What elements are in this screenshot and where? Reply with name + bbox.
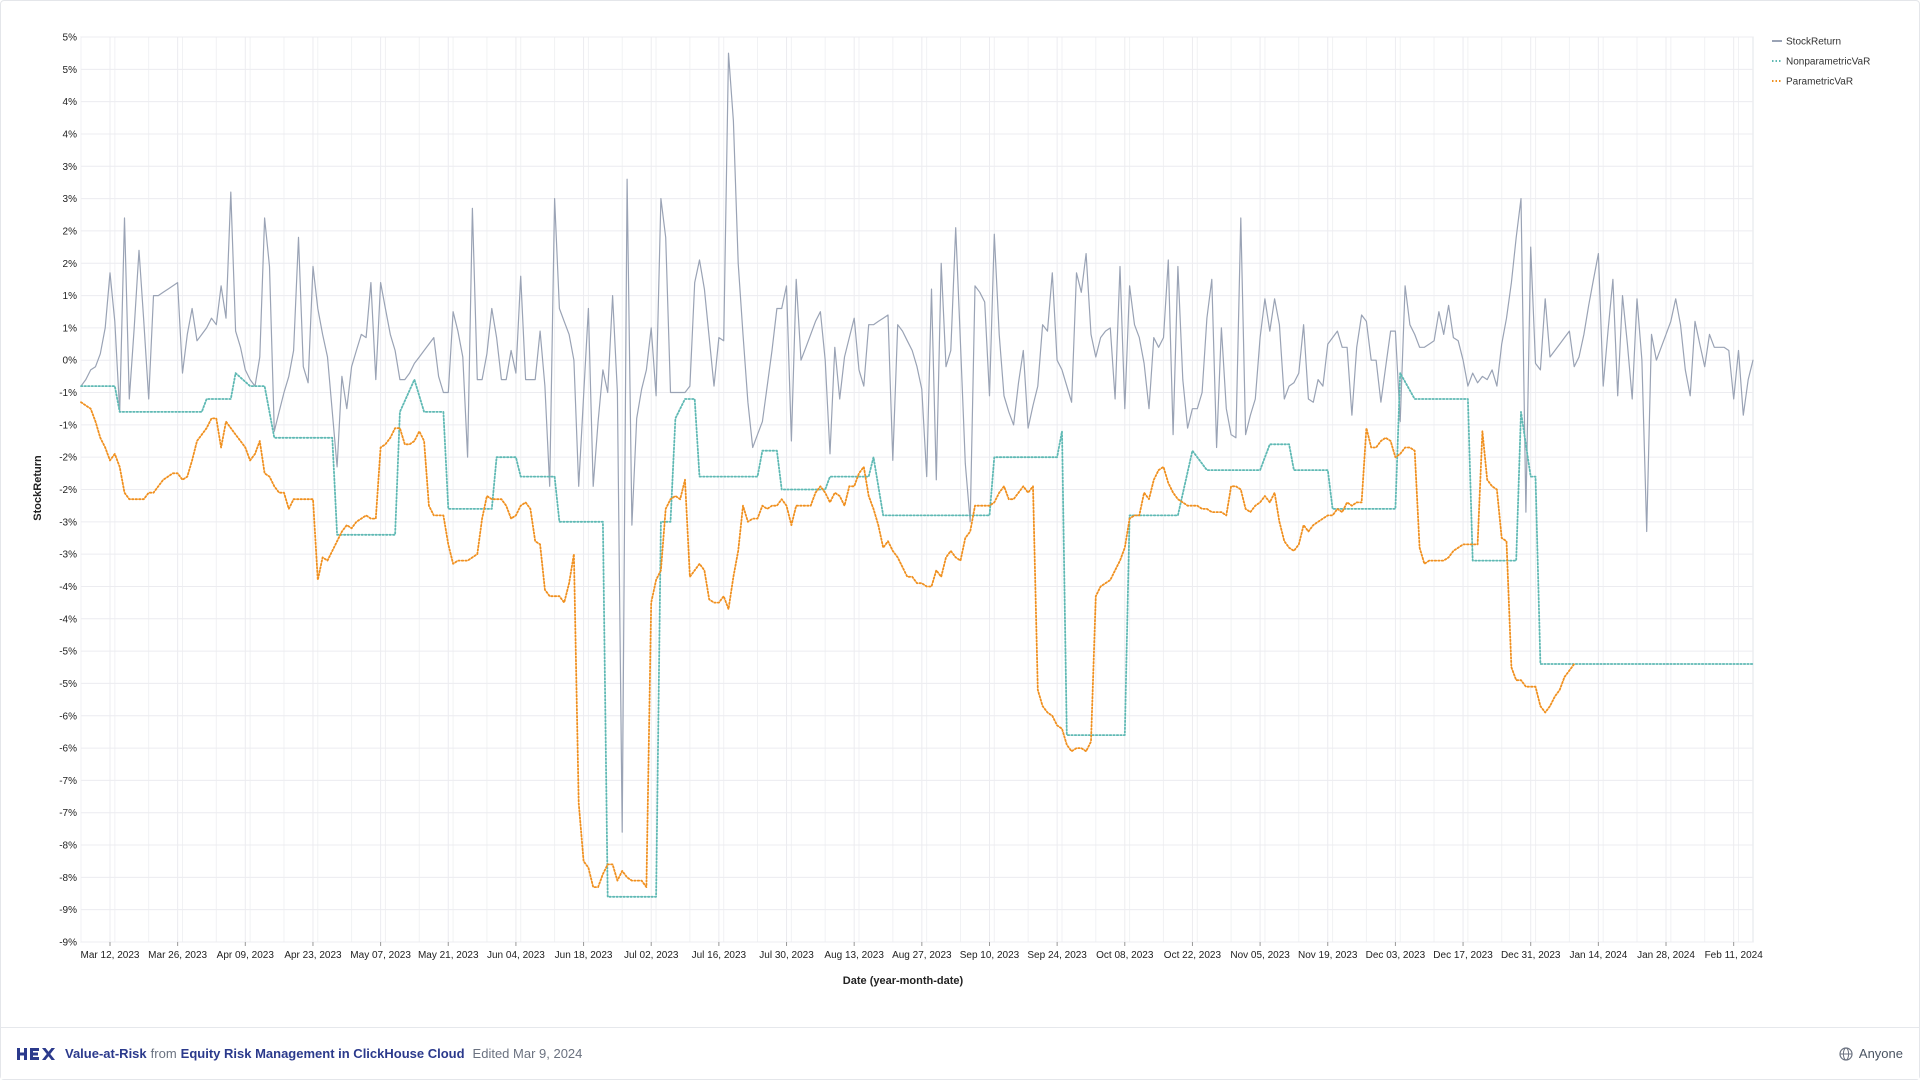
x-tick-label: Mar 12, 2023 <box>81 950 140 961</box>
x-tick-label: Dec 03, 2023 <box>1366 950 1426 961</box>
y-tick-label: -7% <box>59 776 77 787</box>
x-tick-label: Jan 28, 2024 <box>1637 950 1695 961</box>
series-line-nonparametricvar <box>80 372 1754 898</box>
y-tick-label: -7% <box>59 808 77 819</box>
y-tick-label: -3% <box>59 517 77 528</box>
legend-item-nonparametricvar[interactable]: NonparametricVaR <box>1772 57 1870 68</box>
edited-timestamp: Edited Mar 9, 2024 <box>472 1046 583 1061</box>
x-tick-label: Jul 02, 2023 <box>624 950 679 961</box>
from-label: from <box>150 1046 177 1061</box>
x-tick-label: Oct 22, 2023 <box>1164 950 1222 961</box>
y-tick-label: 2% <box>63 226 78 237</box>
y-tick-label: -8% <box>59 841 77 852</box>
x-tick-label: Oct 08, 2023 <box>1096 950 1154 961</box>
y-tick-label: -6% <box>59 744 77 755</box>
y-tick-label: -4% <box>59 614 77 625</box>
y-tick-label: -3% <box>59 550 77 561</box>
footer-bar: Value-at-Risk from Equity Risk Managemen… <box>1 1027 1919 1079</box>
y-tick-label: -4% <box>59 582 77 593</box>
series-line-parametricvar <box>80 401 1576 888</box>
y-tick-label: 4% <box>63 97 78 108</box>
x-tick-label: Feb 11, 2024 <box>1705 950 1764 961</box>
y-tick-label: 1% <box>63 291 78 302</box>
sharing-label: Anyone <box>1858 1046 1903 1061</box>
x-tick-label: Aug 27, 2023 <box>892 950 952 961</box>
legend-label: NonparametricVaR <box>1786 57 1870 68</box>
x-tick-label: May 07, 2023 <box>350 950 411 961</box>
x-tick-label: Sep 10, 2023 <box>960 950 1020 961</box>
y-tick-label: -8% <box>59 873 77 884</box>
y-tick-label: -6% <box>59 711 77 722</box>
y-axis-title: StockReturn <box>32 455 44 521</box>
x-tick-label: Sep 24, 2023 <box>1027 950 1087 961</box>
x-tick-label: Jun 18, 2023 <box>555 950 613 961</box>
x-tick-label: Jun 04, 2023 <box>487 950 545 961</box>
y-tick-label: 4% <box>63 129 78 140</box>
y-tick-label: 1% <box>63 323 78 334</box>
legend-label: ParametricVaR <box>1786 77 1853 88</box>
legend-item-stockreturn[interactable]: StockReturn <box>1772 37 1841 48</box>
project-link[interactable]: Equity Risk Management in ClickHouse Clo… <box>180 1046 465 1061</box>
legend-item-parametricvar[interactable]: ParametricVaR <box>1772 77 1853 88</box>
x-tick-label: Apr 09, 2023 <box>217 950 275 961</box>
y-axis: 5% 5% 4% 4% 3% 3% 2% 2% 1% 1% 0% -1% -1% -2% -2% -3% -3%… <box>59 33 77 949</box>
y-tick-label: -2% <box>59 485 77 496</box>
y-tick-label: -5% <box>59 647 77 658</box>
x-axis: Mar 12, 2023 Mar 26, 2023 Apr 09, 2023 Apr … <box>81 942 1764 961</box>
x-tick-label: Aug 13, 2023 <box>824 950 884 961</box>
series-layer <box>80 52 1754 898</box>
legend[interactable]: StockReturn NonparametricVaR ParametricVaR <box>1772 37 1870 88</box>
app-title-link[interactable]: Value-at-Risk <box>65 1046 147 1061</box>
globe-icon <box>1839 1046 1853 1061</box>
chart: 5% 5% 4% 4% 3% 3% 2% 2% 1% 1% 0% -1% -1% -2% -2% -3% -3%… <box>32 33 1870 988</box>
y-tick-label: -9% <box>59 905 77 916</box>
y-tick-label: 3% <box>63 162 78 173</box>
y-tick-label: -9% <box>59 938 77 949</box>
x-tick-label: Jan 14, 2024 <box>1569 950 1627 961</box>
x-tick-label: Jul 16, 2023 <box>692 950 747 961</box>
y-tick-label: -2% <box>59 453 77 464</box>
x-tick-label: Mar 26, 2023 <box>148 950 207 961</box>
y-tick-label: 5% <box>63 33 78 44</box>
sharing-button[interactable]: Anyone <box>1839 1046 1903 1061</box>
legend-label: StockReturn <box>1786 37 1841 48</box>
y-tick-label: -1% <box>59 388 77 399</box>
x-tick-label: Apr 23, 2023 <box>284 950 342 961</box>
y-tick-label: 2% <box>63 259 78 270</box>
y-tick-label: 5% <box>63 65 78 76</box>
x-tick-label: Dec 17, 2023 <box>1433 950 1493 961</box>
y-tick-label: -1% <box>59 420 77 431</box>
y-tick-label: 0% <box>63 356 78 367</box>
x-tick-label: Jul 30, 2023 <box>759 950 814 961</box>
series-line-stockreturn <box>80 52 1754 833</box>
grid <box>80 36 1754 943</box>
x-tick-label: Nov 05, 2023 <box>1230 950 1290 961</box>
y-tick-label: 3% <box>63 194 78 205</box>
hex-logo-icon[interactable] <box>17 1047 55 1061</box>
x-axis-title: Date (year-month-date) <box>843 975 964 987</box>
x-tick-label: Nov 19, 2023 <box>1298 950 1358 961</box>
y-tick-label: -5% <box>59 679 77 690</box>
x-tick-label: Dec 31, 2023 <box>1501 950 1561 961</box>
x-tick-label: May 21, 2023 <box>418 950 479 961</box>
